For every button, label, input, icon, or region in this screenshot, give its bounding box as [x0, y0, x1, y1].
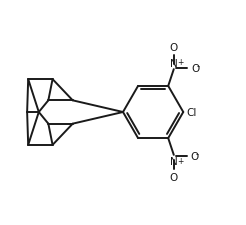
Text: O: O [192, 64, 200, 74]
Text: N: N [170, 156, 178, 166]
Text: O: O [190, 151, 199, 161]
Text: O: O [170, 172, 178, 182]
Text: +: + [177, 156, 184, 165]
Text: -: - [197, 62, 200, 71]
Text: O: O [170, 43, 178, 53]
Text: +: + [177, 57, 184, 66]
Text: N: N [170, 59, 178, 69]
Text: Cl: Cl [186, 108, 196, 117]
Text: -: - [196, 150, 199, 159]
